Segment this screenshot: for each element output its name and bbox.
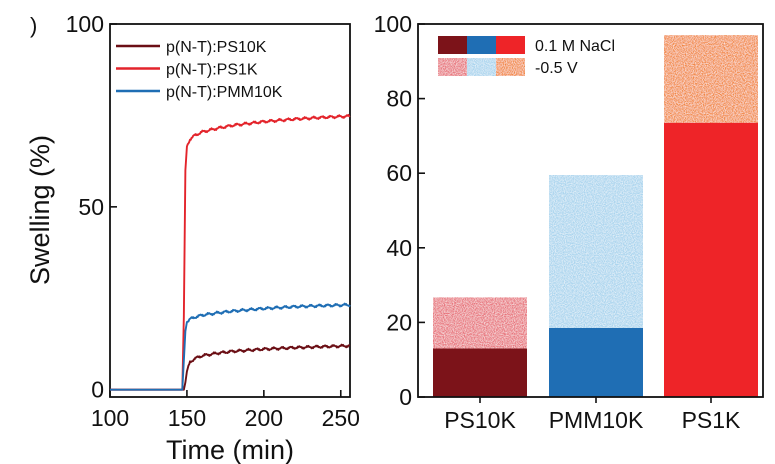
- right-legend-label-1: -0.5 V: [535, 60, 578, 77]
- right-axis-ticks: 0 20 40 60 80 100 PS10K PMM10K PS1K: [374, 11, 741, 433]
- right-x-tick-label-0: PS10K: [444, 407, 516, 433]
- line-series-0: [109, 343, 351, 391]
- right-y-tick-label-5: 100: [374, 11, 412, 37]
- left-x-tick-label-2: 200: [245, 405, 283, 431]
- left-series-lines: [109, 113, 351, 391]
- right-legend-swatch-0-0: [438, 36, 467, 54]
- left-x-axis-title: Time (min): [166, 435, 294, 464]
- left-legend-label-2: p(N-T):PMM10K: [166, 84, 283, 101]
- left-x-tick-label-0: 100: [91, 405, 129, 431]
- left-plot-frame: [109, 23, 351, 398]
- right-legend-swatch-1-2: [496, 58, 525, 76]
- right-legend-swatch-1-0: [438, 58, 467, 76]
- left-legend: p(N-T):PS10K p(N-T):PS1K p(N-T):PMM10K: [116, 39, 283, 101]
- right-y-tick-label-4: 80: [386, 86, 412, 112]
- right-legend-label-0: 0.1 M NaCl: [535, 38, 615, 55]
- right-plot-frame: [417, 23, 764, 398]
- left-legend-label-1: p(N-T):PS1K: [166, 62, 258, 79]
- left-y-tick-label-0: 0: [91, 377, 104, 403]
- left-y-tick-label-1: 50: [78, 194, 104, 220]
- left-x-tick-label-1: 150: [168, 405, 206, 431]
- bar-PMM10K-nacl: [549, 327, 643, 397]
- left-y-tick-label-2: 100: [66, 11, 104, 37]
- right-x-tick-label-2: PS1K: [682, 407, 741, 433]
- right-y-tick-label-0: 0: [399, 384, 412, 410]
- right-y-tick-label-1: 20: [386, 309, 412, 335]
- left-legend-label-0: p(N-T):PS10K: [166, 39, 267, 56]
- bar-PS10K-nacl: [433, 348, 527, 397]
- right-legend: 0.1 M NaCl -0.5 V: [438, 36, 615, 77]
- line-series-2: [109, 302, 351, 391]
- right-legend-swatch-1-1: [467, 58, 496, 76]
- left-axis-ticks: 100 150 200 250 0 50 100: [66, 11, 360, 431]
- right-legend-swatch-0-2: [496, 36, 525, 54]
- panel-label: ): [30, 13, 37, 38]
- right-y-tick-label-2: 40: [386, 235, 412, 261]
- swelling-bar-chart: 0 20 40 60 80 100 PS10K PMM10K PS1K 0.1 M NaCl -0…: [374, 11, 764, 433]
- right-legend-swatch-0-1: [467, 36, 496, 54]
- bar-PMM10K-applied-voltage: [549, 175, 643, 328]
- left-y-axis-title: Swelling (%): [25, 135, 55, 285]
- bar-PS10K-applied-voltage: [433, 297, 527, 349]
- left-x-tick-label-3: 250: [322, 405, 360, 431]
- right-x-tick-label-1: PMM10K: [549, 407, 644, 433]
- bar-PS1K-nacl: [664, 122, 758, 397]
- bar-PS1K-applied-voltage: [664, 35, 758, 123]
- right-y-tick-label-3: 60: [386, 160, 412, 186]
- right-bars: [433, 35, 758, 397]
